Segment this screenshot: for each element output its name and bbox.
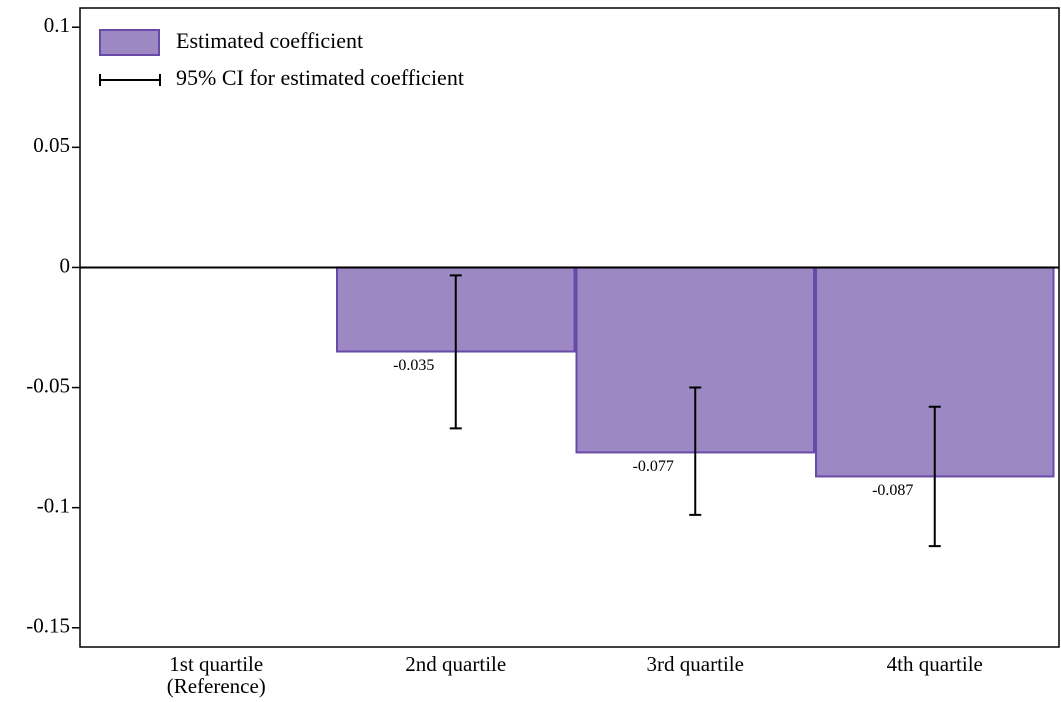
value-label: -0.087 [872, 482, 913, 499]
x-tick-label: 4th quartile [887, 652, 983, 676]
x-tick-label: 1st quartile (Reference) [167, 652, 266, 698]
x-tick-label: 3rd quartile [647, 652, 744, 676]
y-tick-label: -0.05 [26, 373, 70, 397]
y-tick-label: -0.15 [26, 614, 70, 638]
y-tick-label: 0.1 [44, 13, 70, 37]
y-tick-label: 0 [60, 253, 71, 277]
error-bar [689, 386, 702, 516]
legend-label: Estimated coefficient [176, 28, 363, 53]
y-tick-label: -0.1 [37, 493, 70, 517]
error-bar [449, 274, 462, 430]
y-tick-label: 0.05 [33, 133, 70, 157]
error-bar [928, 405, 941, 548]
x-tick-label: 2nd quartile [405, 652, 506, 676]
value-label: -0.077 [633, 458, 674, 475]
legend-label: 95% CI for estimated coefficient [176, 65, 464, 90]
legend-error-bar [99, 74, 161, 86]
plot-frame [79, 7, 1060, 648]
legend-swatch [99, 29, 160, 56]
value-label: -0.035 [393, 357, 434, 374]
